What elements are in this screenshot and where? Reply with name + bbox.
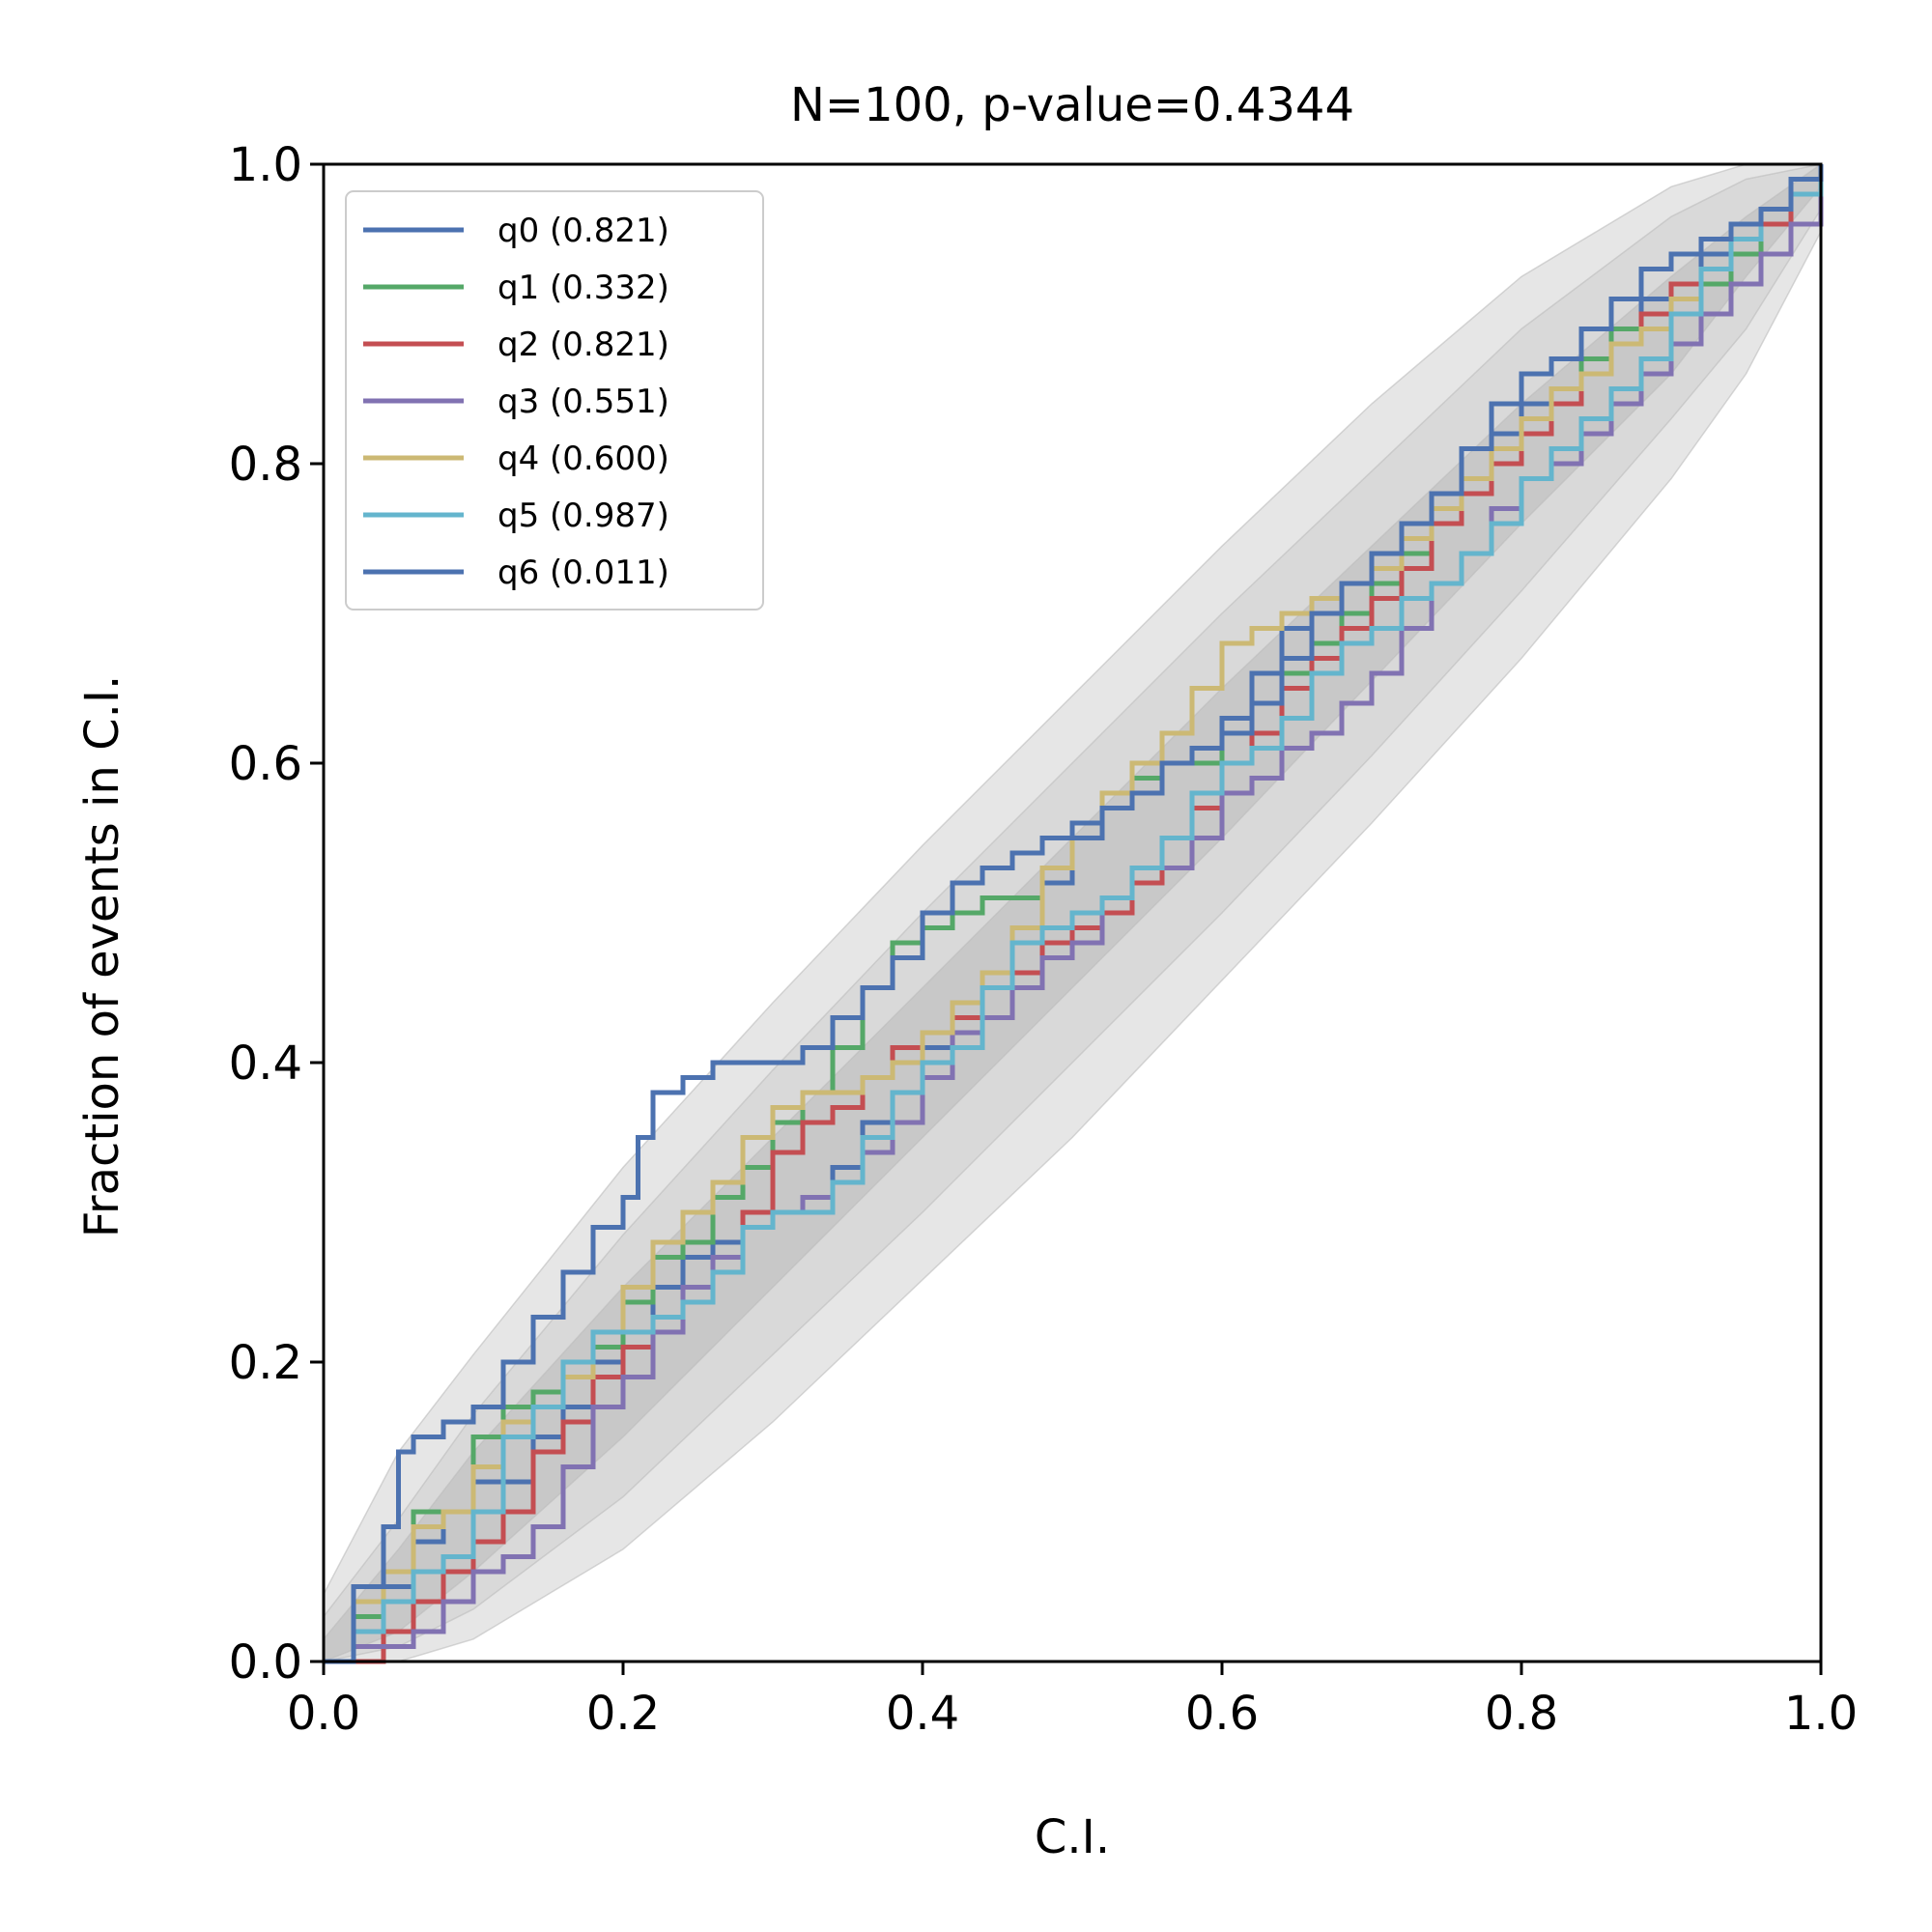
y-axis-label: Fraction of events in C.I. xyxy=(75,675,129,1238)
legend-label-q3: q3 (0.551) xyxy=(497,383,669,421)
y-tick-label: 0.2 xyxy=(229,1336,302,1390)
y-axis-ticks: 0.0 0.2 0.4 0.6 0.8 1.0 xyxy=(229,138,324,1690)
legend-label-q5: q5 (0.987) xyxy=(497,497,669,535)
chart-title: N=100, p-value=0.4344 xyxy=(790,78,1354,132)
series-lines xyxy=(324,164,1824,1664)
x-tick-label: 0.4 xyxy=(886,1687,959,1741)
y-tick-label: 0.4 xyxy=(229,1037,302,1091)
x-axis-label: C.I. xyxy=(1035,1810,1110,1864)
y-tick-label: 0.6 xyxy=(229,737,302,791)
x-tick-label: 0.6 xyxy=(1185,1687,1259,1741)
legend-box xyxy=(345,190,764,611)
x-tick-label: 1.0 xyxy=(1784,1687,1858,1741)
legend-label-q4: q4 (0.600) xyxy=(497,440,669,478)
y-tick-label: 0.8 xyxy=(229,438,302,492)
x-tick-label: 0.8 xyxy=(1485,1687,1558,1741)
legend: q0 (0.821) q1 (0.332) q2 (0.821) q3 (0.551)… xyxy=(345,190,764,611)
series-line-q5 xyxy=(324,164,1824,1664)
y-tick-label: 0.0 xyxy=(229,1635,302,1690)
x-tick-label: 0.0 xyxy=(287,1687,360,1741)
legend-label-q6: q6 (0.011) xyxy=(497,554,669,592)
plot-frame xyxy=(322,162,1823,1663)
series-line-q6 xyxy=(324,164,1824,1664)
legend-label-q1: q1 (0.332) xyxy=(497,269,669,307)
x-axis-ticks: 0.0 0.2 0.4 0.6 0.8 1.0 xyxy=(287,1662,1858,1741)
legend-label-q0: q0 (0.821) xyxy=(497,212,669,250)
y-tick-label: 1.0 xyxy=(229,138,302,192)
legend-label-q2: q2 (0.821) xyxy=(497,326,669,364)
x-tick-label: 0.2 xyxy=(586,1687,660,1741)
